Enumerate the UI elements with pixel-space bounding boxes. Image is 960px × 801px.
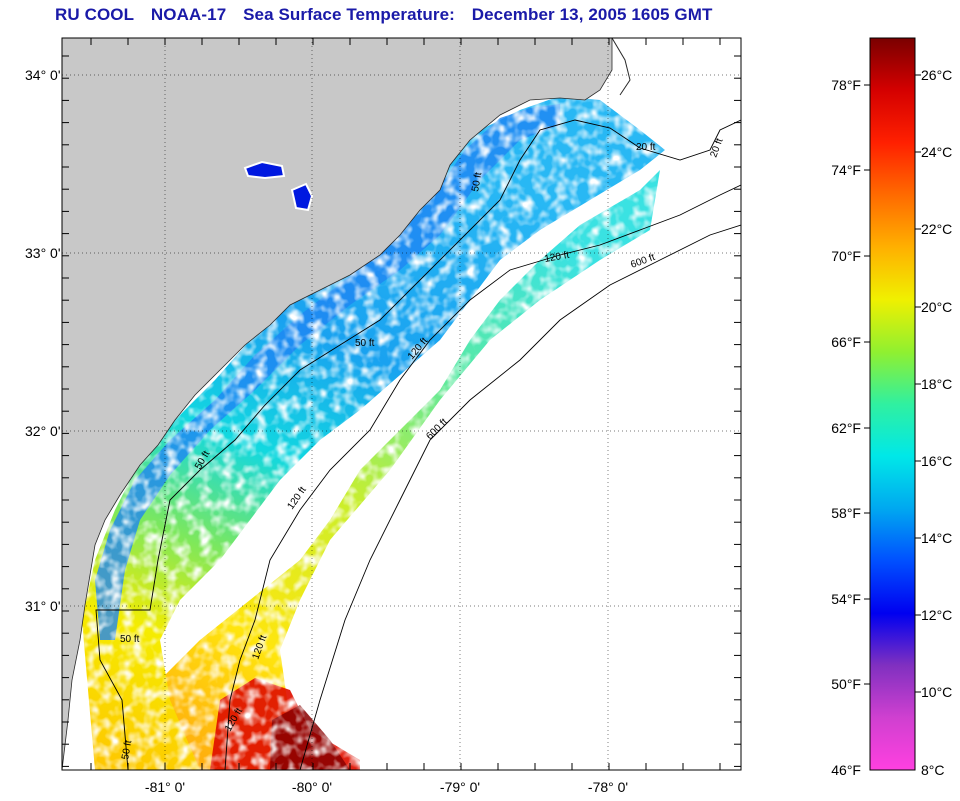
colorbar-c-label: 22°C — [921, 221, 952, 237]
contour-label: 20 ft — [636, 142, 656, 153]
contour-label: 50 ft — [355, 338, 375, 349]
lon-label-81: -81° 0' — [145, 779, 185, 795]
map-frame — [61, 37, 742, 771]
colorbar-f-label: 50°F — [831, 676, 861, 692]
colorbar-f-label: 54°F — [831, 591, 861, 607]
fahrenheit-labels: 78°F 74°F 70°F 66°F 62°F 58°F 54°F 50°F … — [831, 77, 861, 778]
lat-label-31: 31° 0' — [25, 598, 61, 614]
colorbar-c-label: 24°C — [921, 144, 952, 160]
contour-label: 50 ft — [120, 739, 134, 760]
lat-label-34: 34° 0' — [25, 67, 61, 83]
contour-label: 50 ft — [120, 634, 140, 645]
celsius-labels: 26°C 24°C 22°C 20°C 18°C 16°C 14°C 12°C … — [921, 67, 952, 778]
map-ticks — [62, 38, 741, 770]
lon-label-79: -79° 0' — [440, 779, 480, 795]
colorbar-c-label: 16°C — [921, 453, 952, 469]
lake-moultrie — [290, 182, 314, 212]
lon-label-78: -78° 0' — [588, 779, 628, 795]
colorbar-f-label: 78°F — [831, 77, 861, 93]
colorbar-f-label: 74°F — [831, 162, 861, 178]
contour-label: 120 ft — [544, 250, 571, 265]
lon-label-80: -80° 0' — [292, 779, 332, 795]
colorbar-c-label: 18°C — [921, 376, 952, 392]
colorbar-f-label: 66°F — [831, 334, 861, 350]
title-org: RU COOL — [55, 5, 135, 24]
colorbar-f-label: 46°F — [831, 762, 861, 778]
lat-label-33: 33° 0' — [25, 245, 61, 261]
title-product: Sea Surface Temperature: — [243, 5, 455, 24]
colorbar-c-label: 26°C — [921, 67, 952, 83]
title-satellite: NOAA-17 — [150, 5, 227, 24]
contour-label: 50 ft — [470, 171, 484, 192]
colorbar-c-label: 10°C — [921, 684, 952, 700]
lake-marion — [243, 160, 286, 180]
contour-600ft — [299, 224, 741, 770]
map-panel — [62, 38, 741, 770]
colorbar-scale — [869, 37, 916, 771]
title-datetime: December 13, 2005 1605 GMT — [471, 5, 713, 24]
colorbar-c-label: 14°C — [921, 530, 952, 546]
colorbar-f-label: 62°F — [831, 420, 861, 436]
colorbar: 78°F 74°F 70°F 66°F 62°F 58°F 54°F 50°F … — [831, 37, 952, 778]
colorbar-f-label: 58°F — [831, 505, 861, 521]
lat-label-32: 32° 0' — [25, 423, 61, 439]
map-title: RU COOL NOAA-17 Sea Surface Temperature:… — [55, 5, 713, 25]
longitude-labels: -81° 0' -80° 0' -79° 0' -78° 0' — [145, 779, 628, 795]
colorbar-c-label: 20°C — [921, 299, 952, 315]
contour-120ft — [224, 184, 741, 770]
contour-50ft — [95, 119, 641, 770]
colorbar-f-label: 70°F — [831, 248, 861, 264]
colorbar-c-label: 8°C — [921, 762, 945, 778]
barrier-island-outer-banks — [611, 38, 631, 96]
land-mass — [62, 38, 613, 770]
contour-20ft — [639, 119, 741, 161]
colorbar-c-label: 12°C — [921, 607, 952, 623]
latitude-labels: 34° 0' 33° 0' 32° 0' 31° 0' — [25, 67, 61, 614]
